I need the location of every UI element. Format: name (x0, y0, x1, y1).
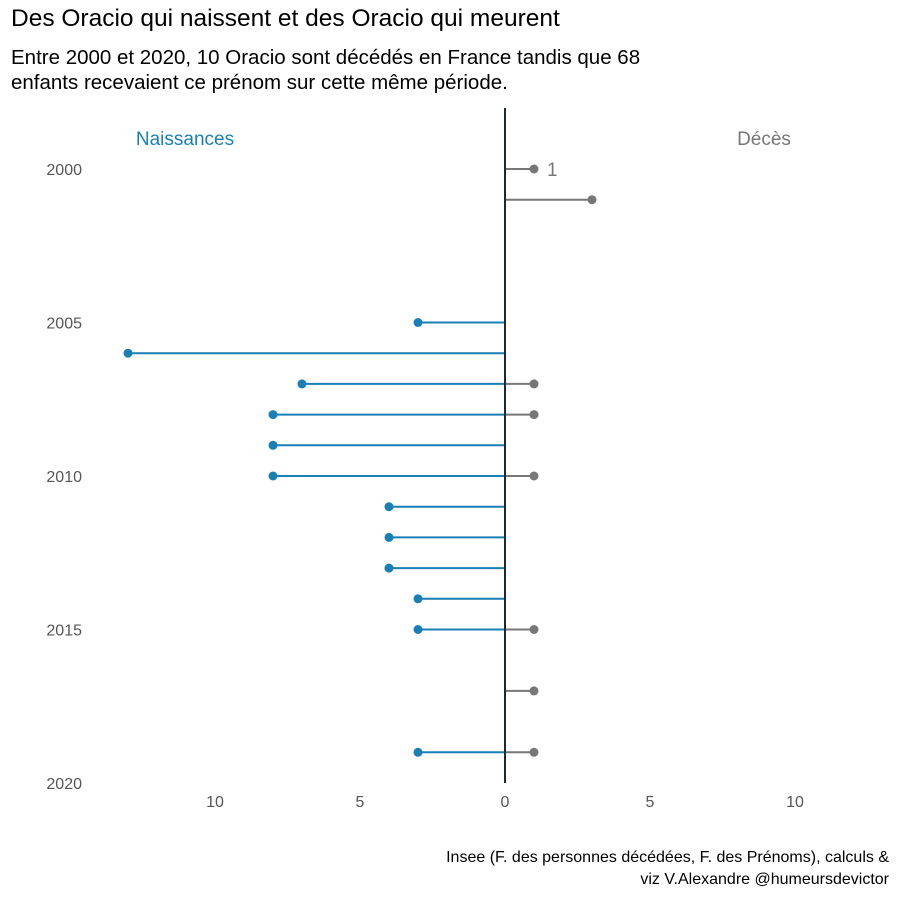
births-point-2006 (123, 348, 133, 358)
births-point-2015 (413, 625, 423, 634)
data-label-2000: 1 (547, 160, 558, 181)
births-point-2019 (413, 747, 423, 757)
series-label-deaths: Décès (737, 129, 791, 150)
y-tick-label-2000: 2000 (46, 162, 82, 179)
x-tick-label-3: 5 (646, 794, 655, 811)
births-point-2005 (413, 318, 423, 327)
subtitle-line-2: enfants recevaient ce prénom sur cette m… (11, 71, 508, 94)
births-point-2013 (384, 563, 394, 573)
deaths-point-2010 (529, 471, 539, 481)
births-point-2012 (384, 532, 394, 542)
source-caption: Insee (F. des personnes décédées, F. des… (446, 847, 889, 891)
caption-line-1: Insee (F. des personnes décédées, F. des… (446, 849, 889, 866)
deaths-point-2001 (587, 195, 597, 205)
deaths-point-2000 (529, 164, 539, 174)
births-point-2014 (413, 594, 423, 604)
deaths-point-2019 (529, 747, 539, 757)
births-point-2010 (268, 471, 278, 481)
subtitle-line-1: Entre 2000 et 2020, 10 Oracio sont décéd… (11, 46, 641, 69)
births-point-2009 (268, 440, 278, 450)
y-tick-label-2020: 2020 (46, 776, 82, 793)
chart-title: Des Oracio qui naissent et des Oracio qu… (11, 5, 560, 32)
y-tick-label-2005: 2005 (46, 316, 82, 333)
y-tick-label-2015: 2015 (46, 623, 82, 640)
caption-line-2: viz V.Alexandre @humeursdevictor (640, 871, 889, 888)
deaths-point-2007 (529, 379, 539, 389)
deaths-point-2008 (529, 410, 539, 420)
series-label-births: Naissances (136, 129, 234, 150)
chart-subtitle: Entre 2000 et 2020, 10 Oracio sont décéd… (11, 45, 871, 95)
x-tick-label-2: 0 (501, 794, 510, 811)
deaths-point-2017 (529, 686, 539, 696)
births-point-2007 (297, 379, 307, 389)
x-tick-label-1: 5 (356, 794, 365, 811)
y-tick-label-2010: 2010 (46, 469, 82, 486)
births-point-2008 (268, 410, 278, 420)
x-tick-label-0: 10 (206, 794, 224, 811)
births-point-2011 (384, 502, 394, 512)
deaths-point-2015 (529, 625, 539, 634)
x-tick-label-4: 10 (786, 794, 804, 811)
